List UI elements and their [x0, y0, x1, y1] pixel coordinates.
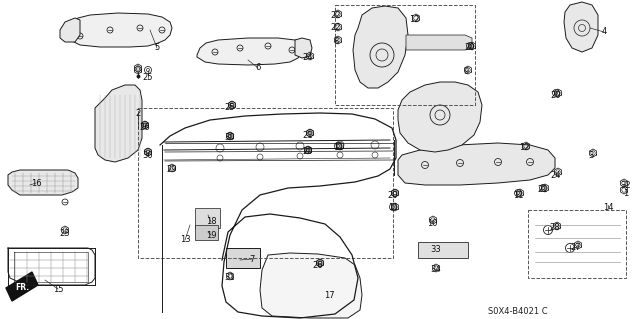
Text: 11: 11 — [513, 190, 524, 199]
Bar — [335, 5, 475, 105]
Polygon shape — [195, 225, 218, 240]
Text: 20: 20 — [551, 91, 561, 100]
Polygon shape — [260, 253, 362, 318]
Text: 24: 24 — [551, 170, 561, 180]
Text: 22: 22 — [331, 24, 341, 33]
Text: 23: 23 — [60, 228, 70, 238]
Polygon shape — [8, 170, 78, 195]
Polygon shape — [226, 248, 260, 268]
Polygon shape — [197, 38, 302, 65]
Text: 12: 12 — [519, 144, 529, 152]
Polygon shape — [60, 18, 80, 42]
Text: 9: 9 — [463, 68, 468, 77]
Text: 20: 20 — [388, 190, 398, 199]
Text: 2: 2 — [136, 108, 141, 117]
Text: 15: 15 — [52, 285, 63, 293]
Text: 34: 34 — [431, 265, 442, 275]
Polygon shape — [564, 2, 598, 52]
Text: 32: 32 — [621, 181, 631, 189]
Text: 26: 26 — [140, 123, 150, 132]
Text: 20: 20 — [465, 43, 476, 53]
Text: 12: 12 — [409, 16, 419, 25]
Text: 21: 21 — [538, 186, 548, 195]
Text: 14: 14 — [603, 204, 613, 212]
Text: 29: 29 — [167, 166, 177, 174]
Text: 17: 17 — [324, 291, 334, 300]
Polygon shape — [353, 6, 408, 88]
Text: S0X4-B4021 C: S0X4-B4021 C — [488, 307, 548, 315]
Text: 28: 28 — [550, 224, 560, 233]
Text: 13: 13 — [180, 235, 190, 244]
Polygon shape — [418, 242, 468, 258]
Text: 10: 10 — [427, 219, 437, 227]
Text: 27: 27 — [571, 243, 581, 253]
Text: 33: 33 — [431, 246, 442, 255]
Polygon shape — [195, 208, 220, 228]
Text: 25: 25 — [143, 73, 153, 83]
Text: 19: 19 — [205, 231, 216, 240]
Polygon shape — [398, 82, 482, 152]
Text: 8: 8 — [333, 38, 339, 47]
Text: 26: 26 — [313, 261, 323, 270]
Text: 11: 11 — [333, 144, 343, 152]
Text: 30: 30 — [143, 151, 154, 160]
Polygon shape — [95, 85, 142, 162]
Text: 1: 1 — [623, 189, 628, 197]
Polygon shape — [295, 38, 312, 58]
Polygon shape — [398, 143, 555, 185]
Text: 20: 20 — [303, 147, 313, 157]
Text: FR.: FR. — [15, 283, 29, 292]
Bar — [138, 108, 393, 258]
Text: 7: 7 — [250, 255, 255, 263]
Text: 31: 31 — [225, 273, 236, 283]
Text: 30: 30 — [225, 133, 236, 143]
Polygon shape — [6, 272, 38, 301]
Text: 16: 16 — [31, 179, 42, 188]
Text: 22: 22 — [331, 11, 341, 19]
Polygon shape — [68, 13, 172, 47]
Text: 3: 3 — [588, 151, 594, 160]
Text: 4: 4 — [602, 27, 607, 36]
Text: 21: 21 — [303, 130, 313, 139]
Text: 25: 25 — [225, 103, 236, 113]
Text: 6: 6 — [255, 63, 260, 72]
Bar — [528, 210, 626, 278]
Text: 5: 5 — [154, 43, 159, 53]
Text: 18: 18 — [205, 218, 216, 226]
Text: 11: 11 — [388, 204, 398, 212]
Text: 24: 24 — [303, 54, 313, 63]
Polygon shape — [406, 35, 472, 50]
